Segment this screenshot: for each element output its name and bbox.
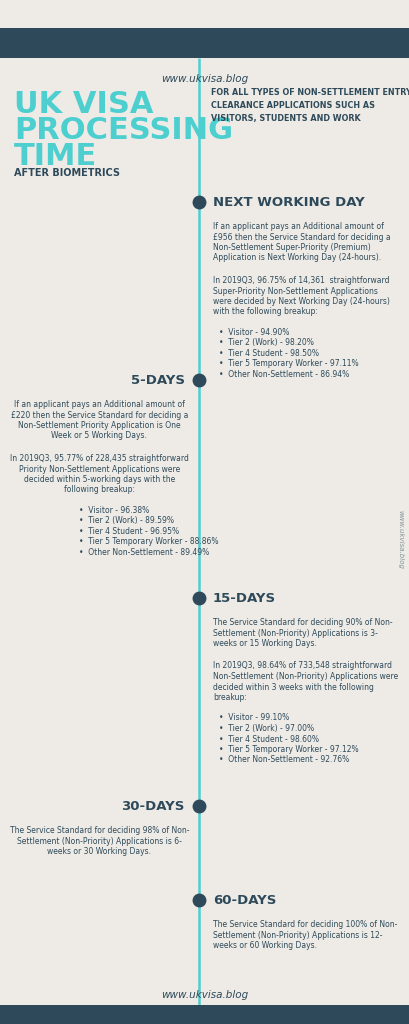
Text: Non-Settlement Priority Application is One: Non-Settlement Priority Application is O…: [18, 421, 180, 430]
Text: •  Tier 4 Student - 96.95%: • Tier 4 Student - 96.95%: [79, 527, 179, 536]
Text: UK VISA: UK VISA: [14, 90, 153, 119]
Text: 5-DAYS: 5-DAYS: [130, 375, 184, 387]
Text: NEXT WORKING DAY: NEXT WORKING DAY: [212, 197, 364, 210]
FancyBboxPatch shape: [0, 1005, 409, 1024]
Text: weeks or 30 Working Days.: weeks or 30 Working Days.: [47, 847, 151, 856]
Text: decided within 3 weeks with the following: decided within 3 weeks with the followin…: [212, 683, 373, 691]
Text: decided within 5-working days with the: decided within 5-working days with the: [24, 475, 175, 484]
Text: www.ukvisa.blog: www.ukvisa.blog: [396, 511, 402, 569]
Text: Super-Priority Non-Settlement Applications: Super-Priority Non-Settlement Applicatio…: [212, 287, 377, 296]
Text: www.ukvisa.blog: www.ukvisa.blog: [161, 990, 248, 1000]
Text: Application is Next Working Day (24-hours).: Application is Next Working Day (24-hour…: [212, 254, 380, 262]
Text: with the following breakup:: with the following breakup:: [212, 307, 317, 316]
Text: TIME: TIME: [14, 142, 97, 171]
Text: Priority Non-Settlement Applications were: Priority Non-Settlement Applications wer…: [19, 465, 180, 473]
Text: •  Visitor - 94.90%: • Visitor - 94.90%: [218, 328, 288, 337]
Text: Non-Settlement Super-Priority (Premium): Non-Settlement Super-Priority (Premium): [212, 243, 370, 252]
Text: Non-Settlement (Non-Priority) Applications were: Non-Settlement (Non-Priority) Applicatio…: [212, 672, 397, 681]
Text: £220 then the Service Standard for deciding a: £220 then the Service Standard for decid…: [11, 411, 188, 420]
Text: weeks or 60 Working Days.: weeks or 60 Working Days.: [212, 941, 316, 950]
Text: Week or 5 Working Days.: Week or 5 Working Days.: [52, 431, 147, 440]
Text: In 2019Q3, 96.75% of 14,361  straightforward: In 2019Q3, 96.75% of 14,361 straightforw…: [212, 276, 389, 285]
Text: •  Tier 4 Student - 98.60%: • Tier 4 Student - 98.60%: [218, 734, 318, 743]
Text: 30-DAYS: 30-DAYS: [121, 801, 184, 813]
Text: £956 then the Service Standard for deciding a: £956 then the Service Standard for decid…: [212, 232, 389, 242]
Text: Settlement (Non-Priority) Applications is 12-: Settlement (Non-Priority) Applications i…: [212, 931, 382, 939]
Text: In 2019Q3, 95.77% of 228,435 straightforward: In 2019Q3, 95.77% of 228,435 straightfor…: [10, 454, 189, 463]
Text: weeks or 15 Working Days.: weeks or 15 Working Days.: [212, 639, 316, 648]
Text: FOR ALL TYPES OF NON-SETTLEMENT ENTRY
CLEARANCE APPLICATIONS SUCH AS
VISITORS, S: FOR ALL TYPES OF NON-SETTLEMENT ENTRY CL…: [210, 88, 409, 124]
Text: •  Tier 2 (Work) - 97.00%: • Tier 2 (Work) - 97.00%: [218, 724, 313, 733]
Text: The Service Standard for deciding 90% of Non-: The Service Standard for deciding 90% of…: [212, 618, 391, 627]
Text: 60-DAYS: 60-DAYS: [212, 895, 276, 907]
Text: The Service Standard for deciding 98% of Non-: The Service Standard for deciding 98% of…: [10, 826, 189, 835]
Text: The Service Standard for deciding 100% of Non-: The Service Standard for deciding 100% o…: [212, 920, 396, 929]
Text: In 2019Q3, 98.64% of 733,548 straightforward: In 2019Q3, 98.64% of 733,548 straightfor…: [212, 662, 391, 671]
Text: If an applicant pays an Additional amount of: If an applicant pays an Additional amoun…: [14, 400, 184, 409]
Text: •  Visitor - 96.38%: • Visitor - 96.38%: [79, 506, 149, 515]
Text: Settlement (Non-Priority) Applications is 6-: Settlement (Non-Priority) Applications i…: [17, 837, 182, 846]
FancyBboxPatch shape: [0, 28, 409, 58]
Text: were decided by Next Working Day (24-hours): were decided by Next Working Day (24-hou…: [212, 297, 389, 306]
Text: breakup:: breakup:: [212, 693, 246, 702]
Text: Settlement (Non-Priority) Applications is 3-: Settlement (Non-Priority) Applications i…: [212, 629, 377, 638]
Text: PROCESSING: PROCESSING: [14, 116, 233, 145]
Text: If an applicant pays an Additional amount of: If an applicant pays an Additional amoun…: [212, 222, 383, 231]
Text: •  Other Non-Settlement - 92.76%: • Other Non-Settlement - 92.76%: [218, 756, 348, 765]
Text: •  Tier 5 Temporary Worker - 97.11%: • Tier 5 Temporary Worker - 97.11%: [218, 359, 357, 369]
Text: •  Other Non-Settlement - 86.94%: • Other Non-Settlement - 86.94%: [218, 370, 348, 379]
Text: •  Tier 2 (Work) - 89.59%: • Tier 2 (Work) - 89.59%: [79, 516, 174, 525]
Text: •  Tier 2 (Work) - 98.20%: • Tier 2 (Work) - 98.20%: [218, 339, 313, 347]
Text: •  Visitor - 99.10%: • Visitor - 99.10%: [218, 714, 288, 723]
Text: •  Tier 4 Student - 98.50%: • Tier 4 Student - 98.50%: [218, 349, 318, 358]
Text: following breakup:: following breakup:: [64, 485, 135, 495]
Text: AFTER BIOMETRICS: AFTER BIOMETRICS: [14, 168, 120, 178]
Text: 15-DAYS: 15-DAYS: [212, 593, 275, 605]
Text: •  Tier 5 Temporary Worker - 97.12%: • Tier 5 Temporary Worker - 97.12%: [218, 745, 357, 754]
Text: www.ukvisa.blog: www.ukvisa.blog: [161, 74, 248, 84]
Text: •  Other Non-Settlement - 89.49%: • Other Non-Settlement - 89.49%: [79, 548, 209, 557]
Text: •  Tier 5 Temporary Worker - 88.86%: • Tier 5 Temporary Worker - 88.86%: [79, 538, 218, 547]
